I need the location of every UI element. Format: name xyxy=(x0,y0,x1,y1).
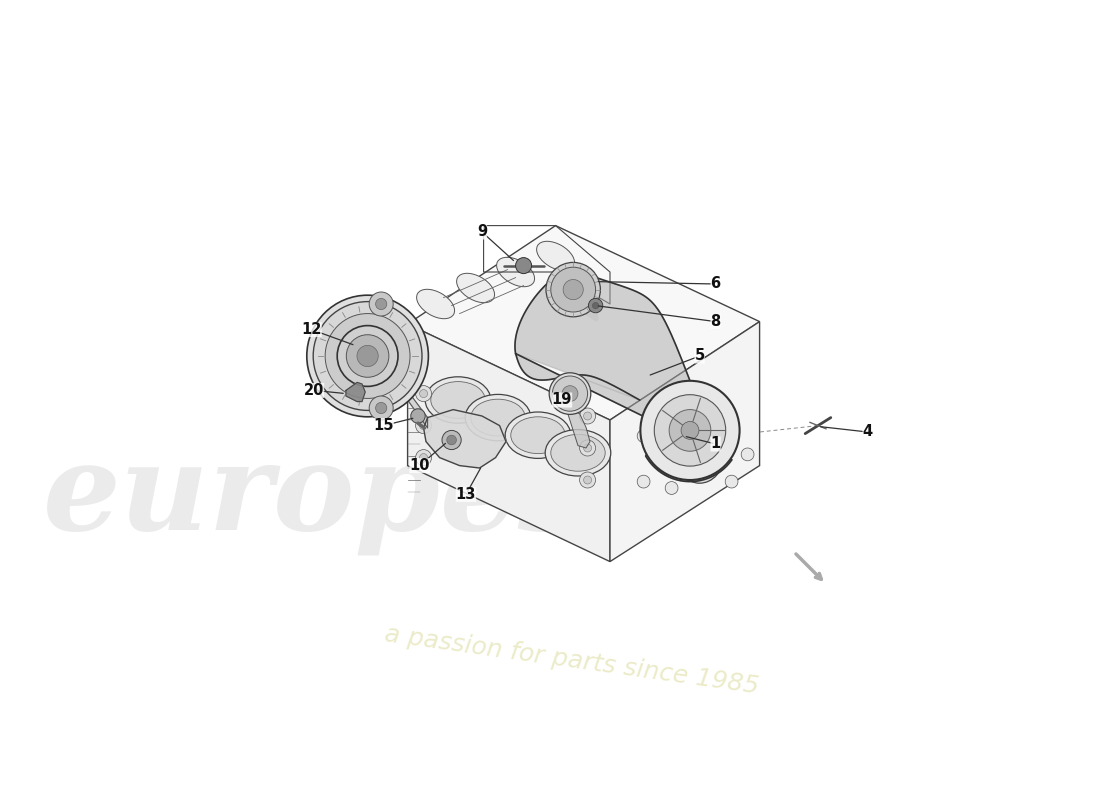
Circle shape xyxy=(410,409,426,423)
Polygon shape xyxy=(408,324,611,562)
Ellipse shape xyxy=(426,377,491,423)
Circle shape xyxy=(338,326,398,386)
Circle shape xyxy=(442,430,461,450)
Ellipse shape xyxy=(692,447,707,465)
Circle shape xyxy=(370,292,393,316)
Circle shape xyxy=(681,422,698,439)
Ellipse shape xyxy=(675,429,724,483)
Circle shape xyxy=(661,416,674,429)
Circle shape xyxy=(516,258,531,274)
Text: 12: 12 xyxy=(301,322,322,337)
Text: a passion for parts since 1985: a passion for parts since 1985 xyxy=(383,622,760,698)
Circle shape xyxy=(375,298,387,310)
Ellipse shape xyxy=(456,274,495,302)
Text: 10: 10 xyxy=(409,458,430,473)
Circle shape xyxy=(546,262,601,317)
Circle shape xyxy=(640,381,739,480)
Polygon shape xyxy=(424,410,506,468)
Circle shape xyxy=(580,472,595,488)
Circle shape xyxy=(419,454,428,462)
Text: europes: europes xyxy=(43,437,587,555)
Circle shape xyxy=(584,476,592,484)
Polygon shape xyxy=(346,382,365,402)
Polygon shape xyxy=(515,270,732,482)
Circle shape xyxy=(370,396,393,420)
Polygon shape xyxy=(569,286,598,322)
Ellipse shape xyxy=(505,412,571,458)
Circle shape xyxy=(549,373,591,414)
Ellipse shape xyxy=(546,430,611,476)
Ellipse shape xyxy=(683,437,716,475)
Circle shape xyxy=(551,267,595,312)
Circle shape xyxy=(552,376,587,411)
Circle shape xyxy=(741,448,754,461)
Ellipse shape xyxy=(496,258,535,286)
Text: 13: 13 xyxy=(455,487,476,502)
Text: 1: 1 xyxy=(711,437,720,451)
Polygon shape xyxy=(408,226,760,420)
Polygon shape xyxy=(566,408,590,448)
Ellipse shape xyxy=(471,399,525,436)
Ellipse shape xyxy=(431,382,485,418)
Circle shape xyxy=(637,430,650,442)
Circle shape xyxy=(584,444,592,452)
Circle shape xyxy=(358,346,378,366)
Ellipse shape xyxy=(465,394,531,441)
Text: 9: 9 xyxy=(477,225,487,239)
Circle shape xyxy=(637,475,650,488)
Circle shape xyxy=(666,482,678,494)
Circle shape xyxy=(725,475,738,488)
Ellipse shape xyxy=(537,242,574,270)
Circle shape xyxy=(416,418,431,434)
Ellipse shape xyxy=(417,290,454,318)
Circle shape xyxy=(375,402,387,414)
Circle shape xyxy=(588,298,603,313)
Polygon shape xyxy=(387,364,428,428)
Text: 15: 15 xyxy=(373,418,394,433)
Text: 5: 5 xyxy=(694,349,705,363)
Text: 8: 8 xyxy=(711,314,720,329)
Circle shape xyxy=(447,435,456,445)
Circle shape xyxy=(654,394,726,466)
Circle shape xyxy=(326,314,410,398)
Circle shape xyxy=(419,390,428,398)
Text: 6: 6 xyxy=(711,277,720,291)
Circle shape xyxy=(416,386,431,402)
Circle shape xyxy=(593,302,598,309)
Circle shape xyxy=(563,279,583,300)
Circle shape xyxy=(346,334,389,378)
Polygon shape xyxy=(610,322,760,562)
Circle shape xyxy=(419,422,428,430)
Circle shape xyxy=(562,386,578,402)
Ellipse shape xyxy=(551,434,605,471)
Circle shape xyxy=(580,440,595,456)
Circle shape xyxy=(584,412,592,420)
Circle shape xyxy=(314,302,422,410)
Ellipse shape xyxy=(510,417,565,454)
Text: 20: 20 xyxy=(304,383,324,398)
Text: 19: 19 xyxy=(552,393,572,407)
Circle shape xyxy=(416,450,431,466)
Circle shape xyxy=(307,295,428,417)
Circle shape xyxy=(669,410,711,451)
Text: 4: 4 xyxy=(862,425,872,439)
Circle shape xyxy=(580,408,595,424)
